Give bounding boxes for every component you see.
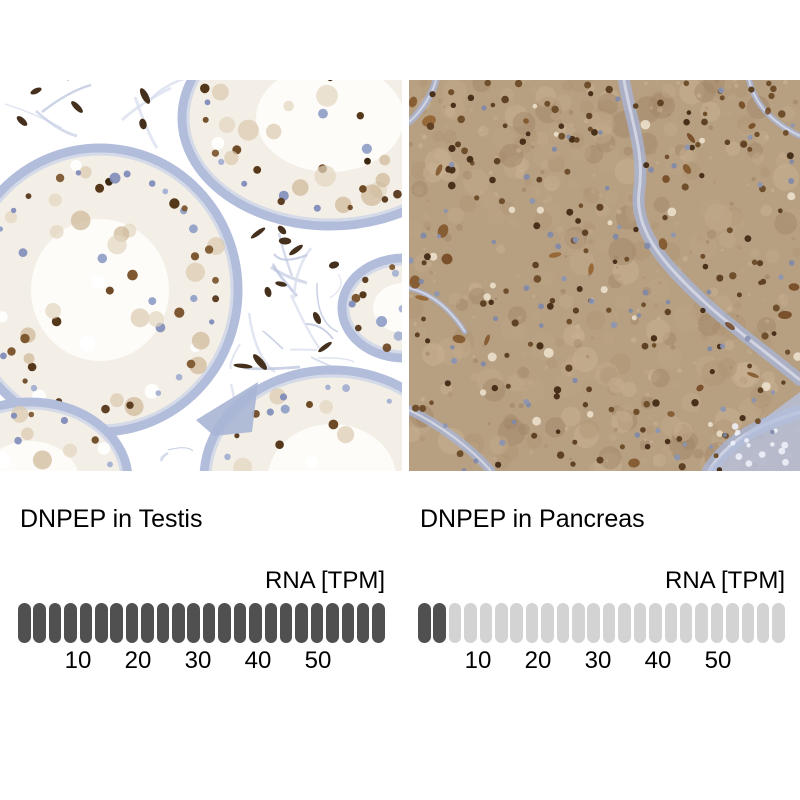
rna-axis-tick: 40 <box>244 647 272 674</box>
rna-segment <box>464 603 477 643</box>
rna-pill-bar <box>18 603 385 643</box>
rna-axis-tick: 30 <box>184 647 212 674</box>
rna-axis-tick: 50 <box>704 647 732 674</box>
rna-unit-label: RNA [TPM] <box>664 567 785 594</box>
rna-segment <box>295 603 308 643</box>
rna-segment <box>64 603 77 643</box>
rna-segment <box>695 603 708 643</box>
rna-segment <box>279 603 293 643</box>
rna-segment <box>95 603 108 643</box>
rna-axis-ticks: 10 20 30 40 50 <box>418 647 785 678</box>
rna-segment <box>756 603 770 643</box>
rna-segment <box>602 603 616 643</box>
rna-axis-tick: 20 <box>124 647 152 674</box>
rna-segment <box>772 603 785 643</box>
rna-segment <box>587 603 600 643</box>
rna-segment <box>633 603 647 643</box>
rna-segment <box>156 603 170 643</box>
rna-segment <box>141 603 154 643</box>
rna-meter-testis: RNA [TPM] 10 20 30 40 50 <box>18 567 385 679</box>
rna-segment <box>418 603 431 643</box>
rna-segment <box>202 603 216 643</box>
rna-axis-tick: 40 <box>644 647 672 674</box>
rna-axis-tick: 10 <box>464 647 492 674</box>
rna-unit-label: RNA [TPM] <box>264 567 385 594</box>
rna-segment <box>541 603 554 643</box>
rna-segment <box>433 603 446 643</box>
rna-segment <box>495 603 508 643</box>
rna-segment <box>341 603 355 643</box>
rna-segment <box>710 603 724 643</box>
pancreas-tissue-image <box>409 80 800 471</box>
rna-segment <box>448 603 462 643</box>
rna-axis-tick: 20 <box>524 647 552 674</box>
rna-meter-pancreas: RNA [TPM] 10 20 30 40 50 <box>418 567 785 679</box>
rna-segment <box>618 603 631 643</box>
caption-pancreas: DNPEP in Pancreas <box>420 505 645 533</box>
micrograph-pancreas <box>409 80 800 471</box>
rna-segment <box>125 603 139 643</box>
rna-segment <box>556 603 570 643</box>
rna-segment <box>356 603 370 643</box>
rna-segment <box>233 603 247 643</box>
rna-segment <box>249 603 262 643</box>
rna-segment <box>48 603 62 643</box>
rna-pill-bar <box>418 603 785 643</box>
testis-tissue-image <box>0 80 402 471</box>
caption-testis: DNPEP in Testis <box>20 505 203 533</box>
rna-segment <box>18 603 31 643</box>
rna-segment <box>479 603 493 643</box>
rna-segment <box>218 603 231 643</box>
rna-segment <box>649 603 662 643</box>
micrograph-testis <box>0 80 402 471</box>
rna-segment <box>664 603 677 643</box>
rna-segment <box>679 603 693 643</box>
rna-axis-tick: 10 <box>64 647 92 674</box>
rna-segment <box>525 603 539 643</box>
rna-segment <box>172 603 185 643</box>
rna-segment <box>264 603 277 643</box>
rna-segment <box>187 603 200 643</box>
rna-segment <box>110 603 123 643</box>
rna-segment <box>326 603 339 643</box>
rna-axis-ticks: 10 20 30 40 50 <box>18 647 385 678</box>
rna-segment <box>510 603 523 643</box>
rna-segment <box>572 603 585 643</box>
rna-segment <box>79 603 93 643</box>
rna-segment <box>741 603 755 643</box>
rna-axis-tick: 30 <box>584 647 612 674</box>
rna-segment <box>310 603 324 643</box>
rna-segment <box>372 603 385 643</box>
rna-segment <box>726 603 739 643</box>
rna-axis-tick: 50 <box>304 647 332 674</box>
rna-segment <box>33 603 46 643</box>
